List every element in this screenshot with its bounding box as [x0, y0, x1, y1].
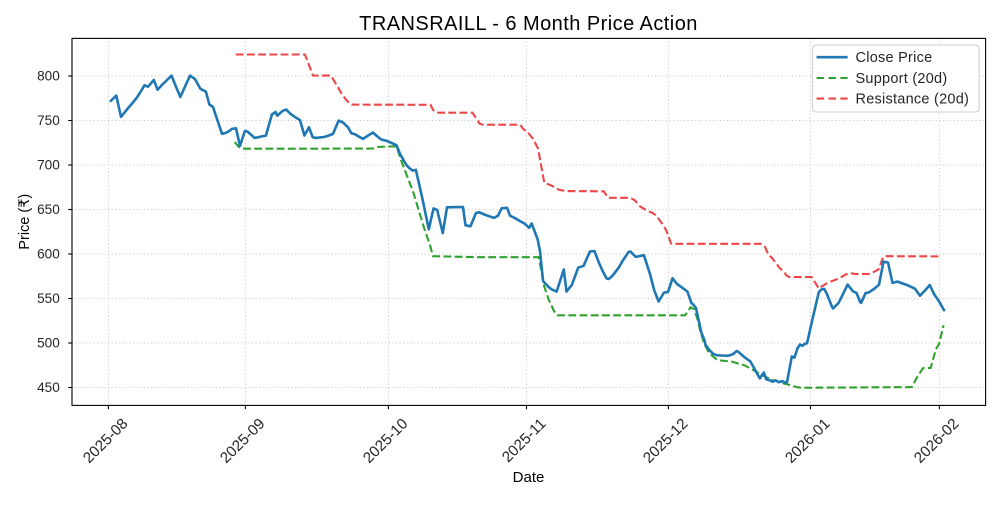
svg-text:Support (20d): Support (20d)	[856, 71, 948, 87]
svg-text:550: 550	[37, 291, 60, 306]
svg-text:600: 600	[37, 247, 60, 262]
svg-text:800: 800	[37, 69, 60, 84]
svg-text:500: 500	[37, 336, 60, 351]
svg-text:Close Price: Close Price	[856, 50, 933, 66]
svg-text:Date: Date	[513, 469, 545, 486]
svg-text:700: 700	[37, 158, 60, 173]
svg-text:650: 650	[37, 202, 60, 217]
svg-text:750: 750	[37, 113, 60, 128]
svg-text:Price (₹): Price (₹)	[17, 194, 33, 250]
svg-text:Resistance (20d): Resistance (20d)	[856, 92, 970, 108]
svg-text:450: 450	[37, 380, 60, 395]
svg-text:TRANSRAILL - 6 Month Price Act: TRANSRAILL - 6 Month Price Action	[359, 13, 698, 35]
